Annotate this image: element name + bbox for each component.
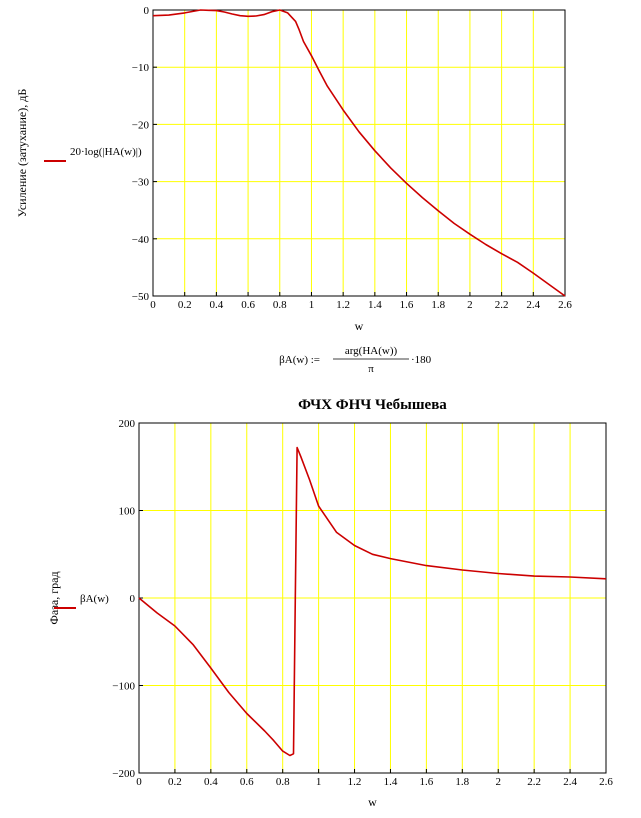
chart2-x-tick-label: 0.6	[240, 776, 254, 788]
chart1-x-tick-label: 1.6	[400, 299, 414, 311]
chart2-y-tick-label: 200	[119, 418, 136, 430]
chart2-x-tick-label: 1.8	[455, 776, 469, 788]
chart1-x-tick-label: 0.6	[241, 299, 255, 311]
chart2-legend-label: βA(w)	[80, 593, 109, 605]
chart1-x-tick-label: 2.6	[558, 299, 572, 311]
chart2-x-tick-label: 1.2	[348, 776, 362, 788]
phase-chart: 0 0.2 0.4 0.6 0.8 1 1.2 1.4 1.6 1.8 2 2.2 2.4 2.6 200 1…	[47, 397, 613, 809]
chart1-plot-area	[153, 10, 565, 296]
chart1-y-tick-label: −30	[132, 177, 150, 189]
chart2-title: ФЧХ ФНЧ Чебышева	[298, 397, 447, 413]
chart1-x-axis-label: w	[355, 319, 364, 333]
chart1-x-tick-label: 0.2	[178, 299, 192, 311]
formula-lhs: βA(w) :=	[279, 354, 320, 366]
chart1-y-tick-label: −20	[132, 119, 150, 131]
chart1-x-tick-label: 1.8	[431, 299, 445, 311]
chart2-x-tick-label: 1	[316, 776, 322, 788]
chart2-x-tick-label: 0.4	[204, 776, 218, 788]
chart2-x-tick-label: 1.4	[384, 776, 398, 788]
chart2-x-tick-label: 2.6	[599, 776, 613, 788]
formula-multiplier: ·180	[411, 354, 432, 366]
chart1-x-tick-label: 1.2	[336, 299, 350, 311]
chart2-x-tick-label: 2.2	[527, 776, 541, 788]
magnitude-chart: 0 0.2 0.4 0.6 0.8 1 1.2 1.4 1.6 1.8 2 2.2 2.4 2.6 0 −10…	[15, 5, 572, 333]
chart1-x-tick-label: 2.2	[495, 299, 509, 311]
formula-denominator: π	[368, 363, 374, 375]
chart1-x-tick-label: 2.4	[526, 299, 540, 311]
chart1-y-tick-label: −50	[132, 291, 150, 303]
chart2-series-line-1	[138, 446, 607, 757]
chart1-x-tick-label: 1	[309, 299, 315, 311]
chart1-frame	[152, 9, 566, 297]
chart2-x-tick-label: 0	[136, 776, 142, 788]
chart1-x-tick-label: 0.8	[273, 299, 287, 311]
chart1-x-tick-label: 0	[150, 299, 156, 311]
chart2-x-axis-label: w	[368, 795, 377, 809]
chart2-y-tick-label: −200	[112, 768, 135, 780]
chart1-y-axis-label: Усиление (затухание), дБ	[15, 89, 29, 218]
chart2-x-tick-label: 0.2	[168, 776, 182, 788]
chart2-x-tick-label: 2.4	[563, 776, 577, 788]
chart2-y-axis-label: Фаза, град	[47, 571, 61, 624]
phase-formula: βA(w) := arg(HA(w)) π ·180	[279, 345, 431, 375]
chart1-y-tick-label: −10	[132, 62, 150, 74]
chart1-y-tick-label: −40	[132, 234, 150, 246]
formula-numerator: arg(HA(w))	[345, 345, 398, 357]
chart2-y-tick-label: 100	[119, 506, 136, 518]
chart1-x-tick-label: 2	[467, 299, 473, 311]
chart2-y-tick-label: −100	[112, 681, 135, 693]
chart2-x-tick-label: 0.8	[276, 776, 290, 788]
chart2-x-tick-label: 1.6	[420, 776, 434, 788]
chart1-legend-label: 20·log(|HA(w)|)	[70, 146, 142, 158]
chart1-x-tick-label: 0.4	[210, 299, 224, 311]
chart2-y-tick-label: 0	[130, 593, 136, 605]
chart2-x-tick-label: 2	[495, 776, 501, 788]
chart1-y-tick-label: 0	[144, 5, 150, 17]
chart1-series-line-1	[152, 9, 566, 297]
chart1-x-tick-label: 1.4	[368, 299, 382, 311]
